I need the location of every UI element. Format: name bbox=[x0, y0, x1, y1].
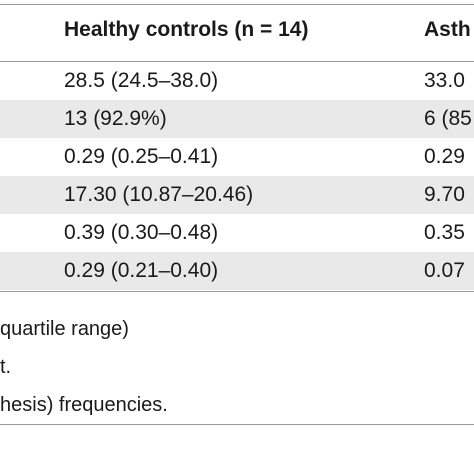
cell-asthma: 0.07 bbox=[424, 259, 465, 282]
table-bottom-rule bbox=[0, 291, 474, 292]
cell-healthy: 0.29 (0.21–0.40) bbox=[64, 259, 219, 282]
cell-asthma: 0.35 bbox=[424, 221, 465, 244]
footnote-line: quartile range) bbox=[0, 318, 129, 340]
table-row: 28.5 (24.5–38.0) 33.0 bbox=[0, 62, 474, 100]
header-rule bbox=[0, 61, 474, 62]
cell-healthy: 28.5 (24.5–38.0) bbox=[64, 69, 219, 92]
table-row: 17.30 (10.87–20.46) 9.70 bbox=[0, 176, 474, 214]
cell-healthy: 13 (92.9%) bbox=[64, 107, 167, 130]
header-asthma: Asth bbox=[424, 18, 471, 41]
table-row: 13 (92.9%) 6 (85 bbox=[0, 100, 474, 138]
cell-asthma: 33.0 bbox=[424, 69, 465, 92]
footnote-rule bbox=[0, 424, 474, 425]
cell-asthma: 6 (85 bbox=[424, 107, 472, 130]
table-row: 0.39 (0.30–0.48) 0.35 bbox=[0, 214, 474, 252]
cell-asthma: 9.70 bbox=[424, 183, 465, 206]
header-healthy-controls: Healthy controls (n = 14) bbox=[64, 18, 309, 41]
footnote-line: t. bbox=[0, 356, 12, 378]
table-row: 0.29 (0.21–0.40) 0.07 bbox=[0, 252, 474, 290]
cell-healthy: 17.30 (10.87–20.46) bbox=[64, 183, 254, 206]
cell-asthma: 0.29 bbox=[424, 145, 465, 168]
table-top-rule bbox=[0, 4, 474, 5]
cell-healthy: 0.39 (0.30–0.48) bbox=[64, 221, 219, 244]
footnote-line: hesis) frequencies. bbox=[0, 394, 168, 416]
table-row: 0.29 (0.25–0.41) 0.29 bbox=[0, 138, 474, 176]
cell-healthy: 0.29 (0.25–0.41) bbox=[64, 145, 219, 168]
